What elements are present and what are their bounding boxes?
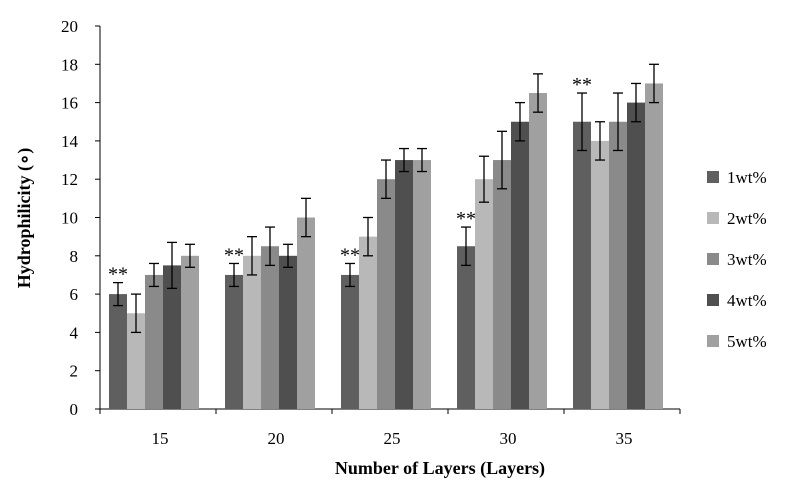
x-axis-title: Number of Layers (Layers) (335, 458, 545, 479)
legend-label-5wt%: 5wt% (727, 332, 767, 351)
annotations-group: ** ** ** ** ** (108, 74, 592, 286)
y-tick-label: 6 (70, 285, 79, 304)
x-tick-label: 15 (152, 429, 169, 448)
y-axis-title: Hydrophilicity (∘) (14, 148, 35, 288)
bar-1wt%-20 (225, 274, 243, 409)
y-tick-label: 4 (70, 323, 79, 342)
bar-3wt%-25 (377, 179, 395, 409)
significance-annotation: ** (340, 244, 360, 266)
bar-4wt%-15 (163, 265, 181, 409)
bar-4wt%-20 (279, 255, 297, 409)
x-tick-label: 20 (268, 429, 285, 448)
significance-annotation: ** (108, 264, 128, 286)
y-tick-label: 8 (70, 247, 79, 266)
bar-2wt%-20 (243, 255, 261, 409)
significance-annotation: ** (456, 208, 476, 230)
bar-3wt%-15 (145, 274, 163, 409)
significance-annotation: ** (572, 74, 592, 96)
bar-3wt%-30 (493, 160, 511, 409)
bar-3wt%-20 (261, 246, 279, 409)
legend-label-2wt%: 2wt% (727, 209, 767, 228)
bar-5wt%-25 (413, 160, 431, 409)
y-tick-label: 16 (61, 94, 78, 113)
legend-swatch-2wt% (707, 212, 719, 224)
y-tick-label: 0 (70, 400, 79, 419)
bar-1wt%-35 (573, 121, 591, 409)
legend-swatch-3wt% (707, 253, 719, 265)
bar-2wt%-30 (475, 179, 493, 409)
bar-5wt%-30 (529, 93, 547, 410)
x-tick-label: 30 (500, 429, 517, 448)
legend-swatch-4wt% (707, 294, 719, 306)
bars-group (109, 63, 663, 410)
y-tick-label: 10 (61, 209, 78, 228)
legend: 1wt% 2wt% 3wt% 4wt% 5wt% (707, 168, 767, 351)
legend-label-1wt%: 1wt% (727, 168, 767, 187)
bar-1wt%-15 (109, 294, 127, 409)
bar-4wt%-30 (511, 121, 529, 409)
y-tick-label: 14 (61, 132, 79, 151)
bar-3wt%-35 (609, 121, 627, 409)
legend-swatch-1wt% (707, 171, 719, 183)
significance-annotation: ** (224, 244, 244, 266)
bar-2wt%-35 (591, 140, 609, 409)
x-tick-label: 25 (384, 429, 401, 448)
bar-5wt%-20 (297, 217, 315, 409)
bar-4wt%-35 (627, 102, 645, 409)
x-tick-label: 35 (616, 429, 633, 448)
bar-1wt%-25 (341, 274, 359, 409)
bar-4wt%-25 (395, 160, 413, 409)
bar-2wt%-15 (127, 313, 145, 409)
y-axis-ticks: 0 2 4 6 8 10 12 14 16 18 20 (61, 17, 100, 419)
bar-2wt%-25 (359, 236, 377, 409)
legend-label-3wt%: 3wt% (727, 250, 767, 269)
bar-5wt%-35 (645, 83, 663, 409)
y-tick-label: 12 (61, 170, 78, 189)
legend-swatch-5wt% (707, 335, 719, 347)
y-tick-label: 18 (61, 55, 78, 74)
bar-5wt%-15 (181, 255, 199, 409)
y-tick-label: 20 (61, 17, 78, 36)
y-tick-label: 2 (70, 362, 79, 381)
legend-label-4wt%: 4wt% (727, 291, 767, 310)
x-axis-ticks: 15 20 25 30 35 (99, 409, 681, 448)
bar-1wt%-30 (457, 246, 475, 409)
